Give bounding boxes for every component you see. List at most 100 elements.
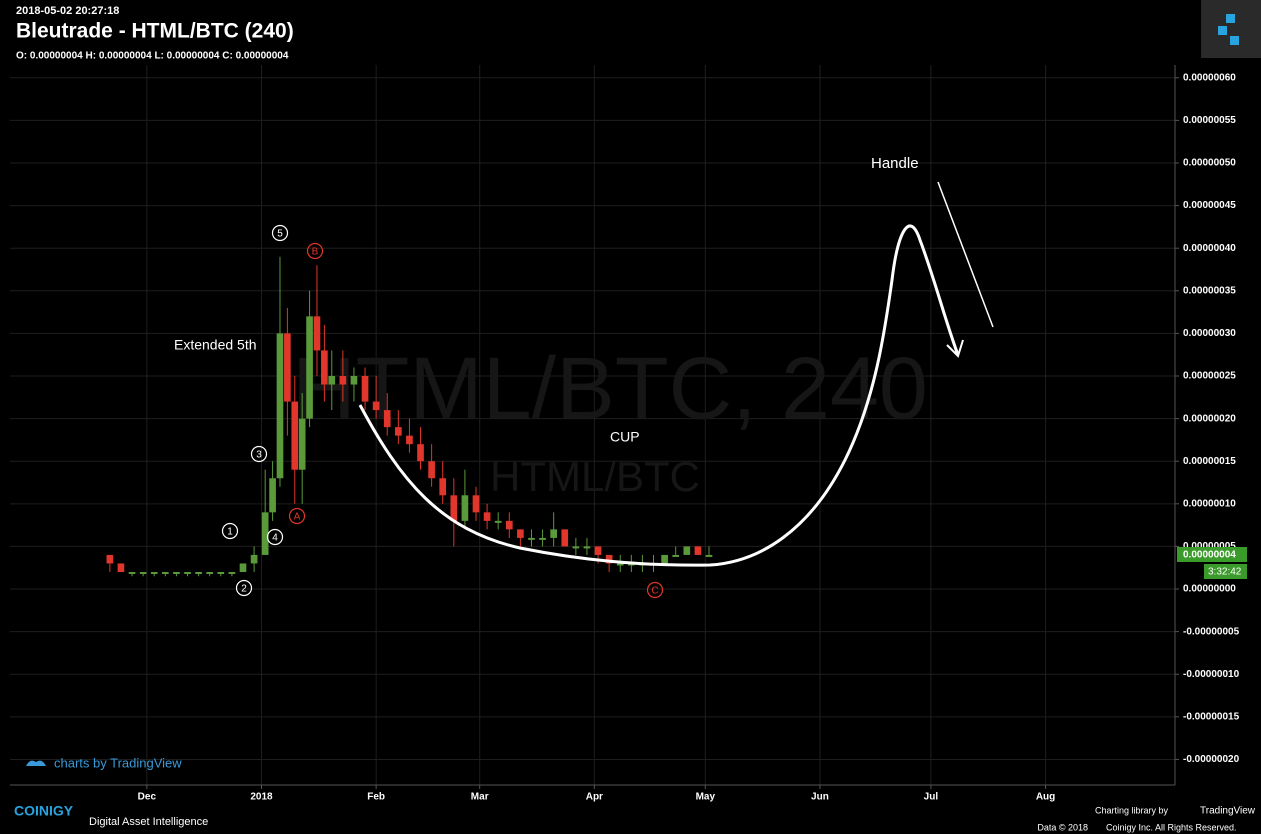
y-tick-label: 0.00000055 [1183,115,1236,126]
y-tick-label: 0.00000040 [1183,243,1236,254]
candle-body [139,571,147,574]
candle-body [450,495,458,521]
library-brand: TradingView [1200,806,1256,817]
wave-circle [235,579,253,597]
x-tick-label: Jun [811,792,829,803]
candle-body [383,410,391,428]
y-tick-label: -0.00000005 [1183,626,1240,637]
candle-body [483,512,491,521]
x-tick-label: Feb [367,792,385,803]
y-tick-label: 0.00000050 [1183,158,1236,169]
logo [1201,0,1261,58]
candle-body [372,401,380,411]
candle-body [239,563,247,572]
x-tick-label: Jul [924,792,939,803]
wave-circle [646,581,664,599]
wave-circle [266,528,284,546]
wave-label: 4 [272,533,278,544]
candle-body [616,563,624,566]
candle-body [276,333,284,479]
y-tick-label: 0.00000025 [1183,371,1236,382]
y-tick-label: 0.00000020 [1183,413,1236,424]
wave-circle [306,242,324,260]
candle-body [472,495,480,513]
price-tag: 0.00000004 [1183,550,1236,561]
tagline: Digital Asset Intelligence [89,816,208,828]
candle-body [261,512,269,555]
y-tick-label: 0.00000030 [1183,328,1236,339]
candle-body [361,376,369,402]
candle-body [328,376,336,385]
wave-circle [288,507,306,525]
candle-body [284,333,291,402]
y-tick-label: 0.00000010 [1183,498,1236,509]
timestamp: 2018-05-02 20:27:18 [16,5,119,17]
candle-body [350,376,358,385]
candle-body [505,520,513,530]
candle-body [321,350,328,385]
wave-label: B [312,247,319,258]
annotation: CUP [610,429,640,445]
candle-body [306,316,313,419]
y-tick-label: 0.00000035 [1183,285,1236,296]
wave-label: 5 [277,229,283,240]
rights: Coinigy Inc. All Rights Reserved. [1106,822,1237,832]
arrow-head [946,339,964,358]
y-tick-label: 0.00000000 [1183,584,1236,595]
candle-body [406,435,413,445]
candle-body [173,571,180,574]
x-tick-label: Aug [1036,792,1055,803]
candle-body [106,554,114,564]
candle-body [162,571,169,574]
y-tick-label: -0.00000015 [1183,711,1240,722]
y-tick-label: 0.00000045 [1183,200,1236,211]
countdown-bg [1204,564,1247,579]
x-tick-label: Mar [471,792,489,803]
library: Charting library by [1095,805,1169,815]
handle-line [937,181,994,328]
watermark-sub: HTML/BTC [490,453,700,500]
candle-body [661,554,668,564]
wave-label: A [294,512,301,523]
candle-body [572,546,580,549]
candle-body [517,529,524,538]
candle-body [313,316,321,351]
candle-body [206,571,214,574]
candle-body [528,537,535,540]
y-tick-label: 0.00000015 [1183,456,1236,467]
candle-body [298,418,306,470]
price-tag-bg [1177,547,1247,562]
candle-body [195,571,202,574]
candle-body [605,554,613,564]
data-credit: Data © 2018 [1037,822,1088,832]
x-tick-label: 2018 [250,792,273,803]
candle-body [250,554,258,564]
candle-body [150,571,158,574]
wave-labels: 1 2 3 4 5 A B C [221,224,664,599]
wave-circle [250,445,268,463]
candle-body [628,563,635,566]
annotation: Extended 5th [174,337,257,353]
candle-body [291,401,299,470]
y-tick-label: -0.00000020 [1183,754,1240,765]
candle-body [594,546,602,555]
candle-body [705,554,713,557]
candle-body [672,554,680,557]
chart-title: Bleutrade - HTML/BTC (240) [16,20,294,43]
candle-body [217,571,225,574]
candle-body [539,537,546,540]
candle-body [117,563,125,572]
brand: COINIGY [14,803,74,819]
tv-link[interactable]: charts by TradingView [54,755,182,770]
candle-body [128,571,136,574]
grid [10,65,1175,785]
candle-body [395,427,402,436]
ohlc: O: 0.00000004 H: 0.00000004 L: 0.0000000… [16,51,289,62]
wave-label: C [651,586,658,597]
x-tick-label: Apr [586,792,603,803]
tv-icon [26,760,46,766]
candle-body [561,529,569,547]
wave-circle [221,522,239,540]
